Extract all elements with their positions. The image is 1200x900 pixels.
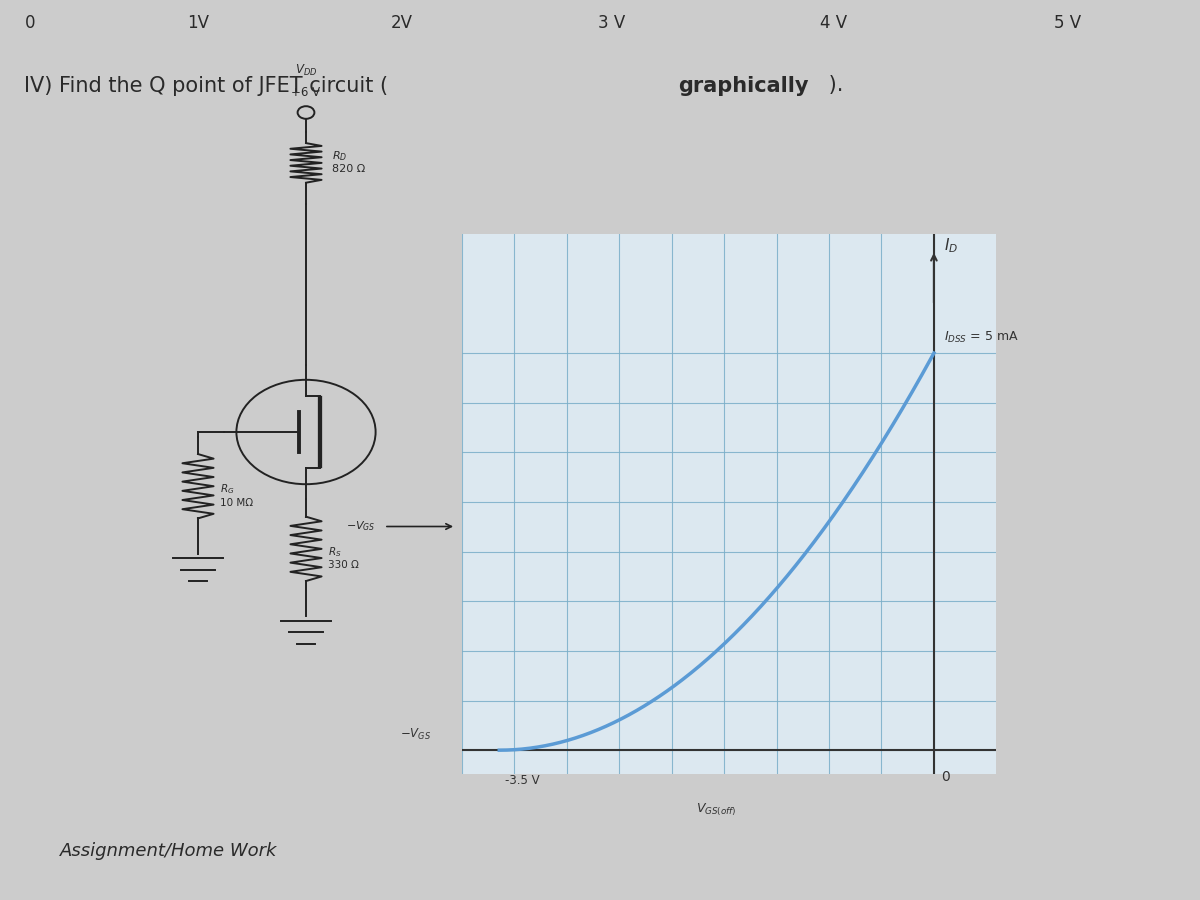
Text: Assignment/Home Work: Assignment/Home Work: [60, 842, 277, 859]
Text: $I_{DSS}$ = 5 mA: $I_{DSS}$ = 5 mA: [944, 330, 1019, 346]
Text: IV) Find the Q point of JFET circuit (: IV) Find the Q point of JFET circuit (: [24, 76, 395, 95]
Text: $R_D$
820 Ω: $R_D$ 820 Ω: [332, 148, 366, 175]
Text: $V_{DD}$: $V_{DD}$: [295, 63, 317, 78]
Text: $V_{GS(off)}$: $V_{GS(off)}$: [696, 802, 737, 818]
Text: 0: 0: [25, 14, 35, 32]
Text: +6 V: +6 V: [292, 86, 320, 99]
Text: $-V_{GS}$: $-V_{GS}$: [400, 727, 431, 742]
Text: 0: 0: [941, 770, 950, 784]
Text: 4 V: 4 V: [821, 14, 847, 32]
Text: $-V_{GS}$: $-V_{GS}$: [346, 519, 376, 534]
Text: $I_D$: $I_D$: [944, 237, 958, 256]
Text: -3.5 V: -3.5 V: [505, 774, 540, 787]
Text: ).: ).: [822, 76, 844, 95]
Text: 3 V: 3 V: [599, 14, 625, 32]
Text: 5 V: 5 V: [1055, 14, 1081, 32]
Text: 1V: 1V: [187, 14, 209, 32]
Text: graphically: graphically: [678, 76, 809, 95]
Text: $R_G$
10 MΩ: $R_G$ 10 MΩ: [220, 482, 253, 508]
Text: $R_S$
330 Ω: $R_S$ 330 Ω: [328, 544, 359, 571]
Text: 2V: 2V: [391, 14, 413, 32]
